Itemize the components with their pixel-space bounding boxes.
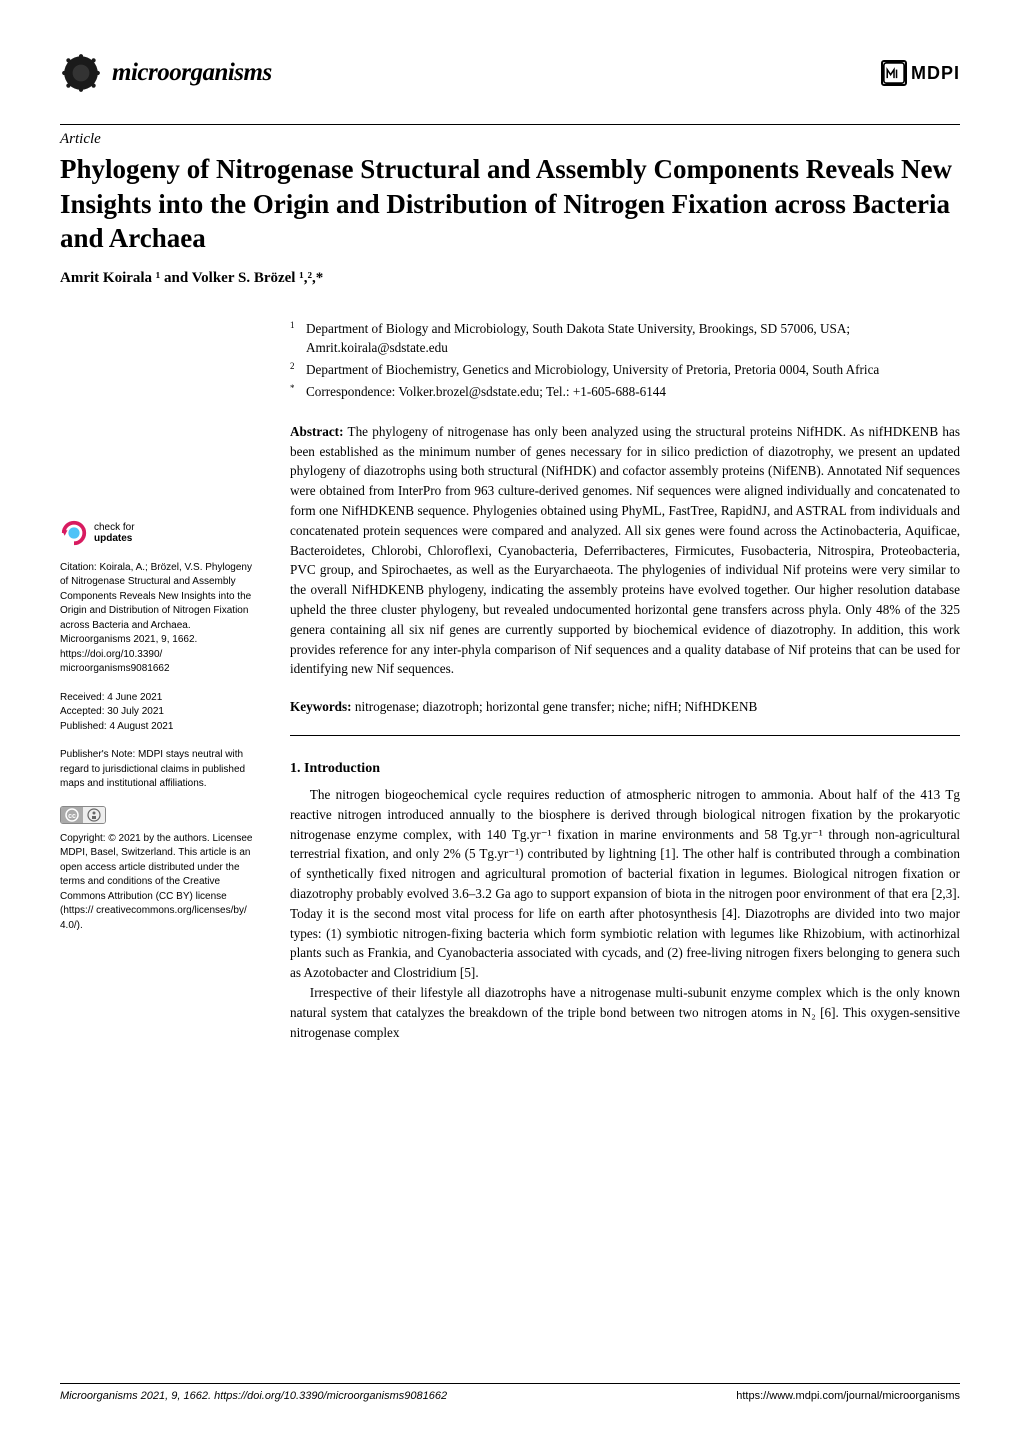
publisher-logo: MDPI (881, 60, 960, 86)
affil-num: * (290, 382, 298, 402)
paragraph: The nitrogen biogeochemical cycle requir… (290, 785, 960, 983)
check-updates-text: check for updates (94, 522, 135, 544)
affiliation-row: 1 Department of Biology and Microbiology… (290, 319, 960, 359)
copyright-block: Copyright: © 2021 by the authors. Licens… (60, 832, 262, 934)
header: microorganisms MDPI (60, 52, 960, 94)
dates-block: Received: 4 June 2021 Accepted: 30 July … (60, 691, 262, 735)
cc-license-badge[interactable]: cc (60, 806, 262, 824)
cc-icon: cc (61, 806, 83, 824)
footer: Microorganisms 2021, 9, 1662. https://do… (60, 1383, 960, 1402)
check-updates-icon (60, 519, 88, 547)
section-heading: 1. Introduction (290, 758, 960, 779)
journal-icon (60, 52, 102, 94)
journal-logo: microorganisms (60, 52, 272, 94)
footer-url[interactable]: https://www.mdpi.com/journal/microorgani… (736, 1390, 960, 1402)
published-date: Published: 4 August 2021 (60, 720, 262, 735)
affiliation-row: * Correspondence: Volker.brozel@sdstate.… (290, 382, 960, 402)
mdpi-icon (881, 60, 907, 86)
affil-text: Department of Biology and Microbiology, … (306, 319, 960, 359)
affiliations: 1 Department of Biology and Microbiology… (290, 319, 960, 402)
check-updates-line2: updates (94, 533, 132, 544)
article-type: Article (60, 131, 960, 148)
article-title: Phylogeny of Nitrogenase Structural and … (60, 152, 960, 256)
sidebar: check for updates Citation: Koirala, A.;… (60, 319, 262, 1043)
affil-num: 2 (290, 360, 298, 380)
journal-name: microorganisms (112, 59, 272, 87)
footer-citation: Microorganisms 2021, 9, 1662. https://do… (60, 1390, 447, 1402)
section-rule (290, 735, 960, 736)
affil-num: 1 (290, 319, 298, 359)
article-authors: Amrit Koirala ¹ and Volker S. Brözel ¹,²… (60, 270, 960, 287)
abstract-label: Abstract: (290, 424, 343, 439)
by-icon (83, 806, 105, 824)
keywords-text: nitrogenase; diazotroph; horizontal gene… (355, 699, 757, 714)
affil-text: Correspondence: Volker.brozel@sdstate.ed… (306, 382, 960, 402)
accepted-date: Accepted: 30 July 2021 (60, 705, 262, 720)
paragraph: Irrespective of their lifestyle all diaz… (290, 983, 960, 1042)
svg-text:cc: cc (68, 813, 76, 820)
keywords: Keywords: nitrogenase; diazotroph; horiz… (290, 697, 960, 717)
body-text: The nitrogen biogeochemical cycle requir… (290, 785, 960, 1042)
main-content: 1 Department of Biology and Microbiology… (290, 319, 960, 1043)
check-updates-badge[interactable]: check for updates (60, 519, 262, 547)
publisher-name: MDPI (911, 63, 960, 84)
footer-rule (60, 1383, 960, 1384)
citation-block: Citation: Koirala, A.; Brözel, V.S. Phyl… (60, 561, 262, 677)
affiliation-row: 2 Department of Biochemistry, Genetics a… (290, 360, 960, 380)
abstract: Abstract: The phylogeny of nitrogenase h… (290, 422, 960, 679)
received-date: Received: 4 June 2021 (60, 691, 262, 706)
affil-text: Department of Biochemistry, Genetics and… (306, 360, 960, 380)
header-rule (60, 124, 960, 125)
publisher-note: Publisher's Note: MDPI stays neutral wit… (60, 748, 262, 792)
keywords-label: Keywords: (290, 699, 352, 714)
abstract-text: The phylogeny of nitrogenase has only be… (290, 424, 960, 677)
check-updates-line1: check for (94, 522, 135, 533)
